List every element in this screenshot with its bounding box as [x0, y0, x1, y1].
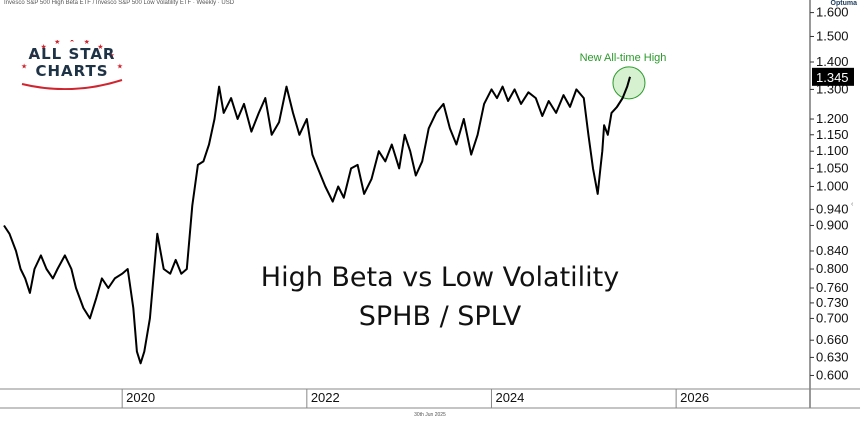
y-tick-label: 0.760 [816, 280, 849, 295]
y-tick-label: 0.900 [816, 217, 849, 232]
plot-area [3, 66, 646, 365]
x-tick-label: 2022 [311, 390, 340, 405]
logo-star: ★ [54, 40, 60, 46]
x-axis: 2020 2022 2024 2026 [0, 388, 860, 409]
x-tick-label: 2026 [680, 390, 709, 405]
y-tick-label: 1.600 [816, 5, 849, 20]
ratio-line-tail [616, 76, 631, 108]
logo-star: ★ [84, 40, 90, 46]
logo-star: ★ [41, 43, 47, 51]
logo-star: ★ [21, 62, 27, 70]
series-description: Invesco S&P 500 High Beta ETF / Invesco … [4, 0, 235, 6]
annotation-label: New All-time High [579, 52, 667, 64]
y-tick-label: 0.630 [816, 349, 849, 364]
y-tick-label: 0.700 [816, 310, 849, 325]
last-value-box [812, 67, 854, 86]
x-tick-label: 2020 [126, 390, 155, 405]
y-tick-label: 1.000 [816, 178, 849, 193]
all-star-charts-logo: ★ ★ ★ ★ ★ ★ ★ ★ ★ ALL STAR CHARTS [14, 40, 130, 90]
logo-star: ★ [29, 52, 35, 60]
chart-subtitle: SPHB / SPLV [358, 301, 522, 332]
y-tick-label: 0.600 [816, 367, 849, 382]
logo-star: ★ [69, 40, 75, 44]
logo-swoosh [21, 79, 123, 90]
logo-line2: CHARTS [35, 62, 109, 80]
y-tick-label: 0.940 [816, 201, 849, 216]
logo-star: ★ [117, 62, 123, 70]
y-tick-label: 1.100 [816, 143, 849, 158]
y-tick-label: 1.200 [816, 111, 849, 126]
y-tick-label: 1.050 [816, 160, 849, 175]
logo-star: ★ [97, 43, 103, 51]
y-tick-label: 1.400 [816, 54, 849, 69]
y-tick-label: 1.150 [816, 127, 849, 142]
sphb-splv-ratio-line [3, 76, 631, 365]
optuma-brand: Optuma [830, 0, 857, 7]
logo-line1: ALL STAR [28, 45, 116, 63]
collapse-axis-icon[interactable]: ‹ [851, 201, 854, 208]
y-tick-label: 0.840 [816, 243, 849, 258]
last-value-label: 1.345 [816, 70, 849, 85]
y-tick-label: 1.500 [816, 28, 849, 43]
last-value-marker: 1.345 [812, 67, 854, 86]
y-tick-label: 0.800 [816, 261, 849, 276]
x-tick-label: 2024 [495, 390, 524, 405]
y-tick-label: 0.660 [816, 332, 849, 347]
chart-title: High Beta vs Low Volatility [260, 262, 620, 293]
y-tick-label: 0.730 [816, 295, 849, 310]
date-footer: 30th Jun 2025 [414, 412, 446, 418]
logo-stars-arc: ★★★★ ★ ★★★★ [21, 40, 123, 90]
logo-star: ★ [109, 52, 115, 60]
